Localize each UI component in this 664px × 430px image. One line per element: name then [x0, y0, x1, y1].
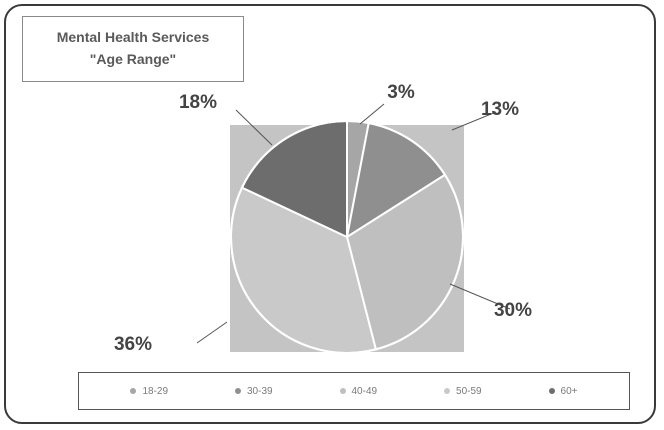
leader-line — [235, 109, 273, 146]
legend-label: 30-39 — [246, 385, 273, 397]
leader-line — [449, 283, 511, 310]
legend-label: 50-59 — [456, 385, 482, 397]
data-label: 36% — [114, 334, 152, 355]
data-label: 13% — [481, 99, 519, 120]
legend-item: 18-29 — [130, 386, 168, 397]
legend-swatch — [130, 388, 137, 394]
pie-outline — [230, 120, 464, 354]
leader-line — [451, 111, 497, 131]
chart-title-box: Mental Health Services "Age Range" — [22, 16, 244, 82]
data-label: 18% — [179, 92, 217, 113]
legend-item: 50-59 — [444, 386, 482, 397]
legend-item: 30-39 — [234, 385, 273, 397]
legend-label: 18-29 — [142, 385, 169, 397]
legend-swatch — [548, 388, 555, 394]
leader-line — [196, 321, 228, 344]
chart-subtitle: "Age Range" — [89, 51, 177, 67]
legend-label: 40-49 — [351, 385, 378, 397]
legend-swatch — [339, 388, 346, 394]
chart-legend: 18-29 30-39 40-49 50-59 60+ — [78, 372, 630, 410]
legend-swatch — [234, 388, 241, 394]
data-label: 3% — [387, 82, 415, 103]
legend-item: 60+ — [548, 385, 578, 397]
leader-line — [359, 103, 385, 125]
legend-swatch — [444, 388, 451, 394]
legend-label: 60+ — [560, 385, 578, 397]
legend-item: 40-49 — [339, 385, 378, 397]
data-label: 30% — [494, 300, 532, 321]
chart-title: Mental Health Services — [56, 29, 210, 45]
